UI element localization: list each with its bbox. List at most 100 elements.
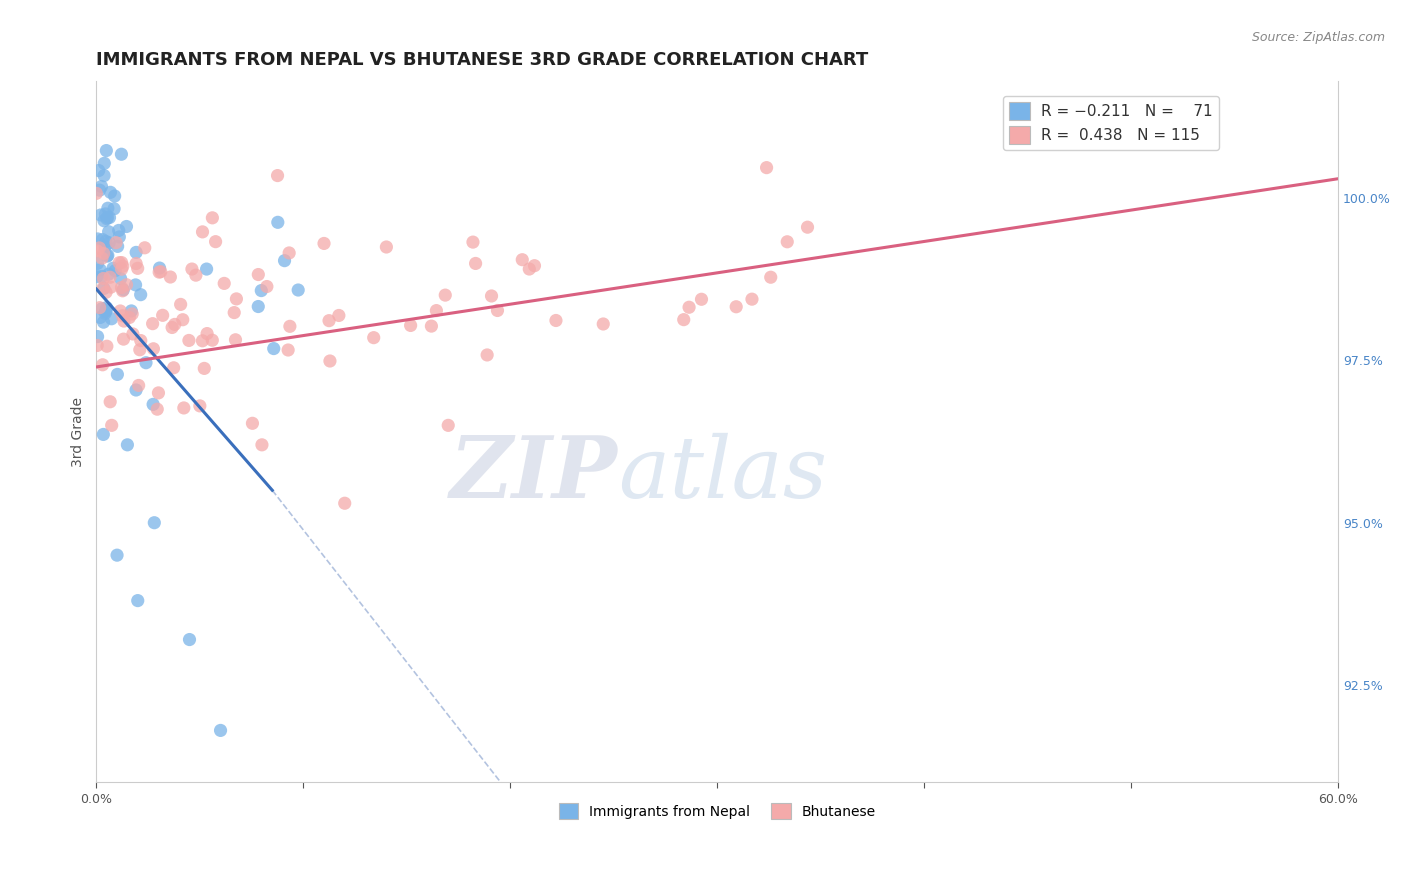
Point <box>420 319 443 334</box>
Point <box>188 399 211 413</box>
Point <box>672 312 695 326</box>
Point <box>544 313 567 327</box>
Point <box>172 312 194 326</box>
Point <box>437 418 460 433</box>
Point <box>100 311 122 326</box>
Text: IMMIGRANTS FROM NEPAL VS BHUTANESE 3RD GRADE CORRELATION CHART: IMMIGRANTS FROM NEPAL VS BHUTANESE 3RD G… <box>97 51 869 69</box>
Point <box>287 283 309 297</box>
Point <box>115 219 138 234</box>
Point <box>86 338 108 352</box>
Point <box>464 256 486 270</box>
Point <box>110 147 132 161</box>
Point <box>523 259 546 273</box>
Point <box>184 268 207 282</box>
Point <box>127 593 149 607</box>
Point <box>201 333 224 347</box>
Point <box>250 438 273 452</box>
Point <box>118 310 141 325</box>
Point <box>179 632 201 647</box>
Point <box>148 261 170 276</box>
Point <box>97 267 120 281</box>
Point <box>98 270 121 285</box>
Point <box>204 235 226 249</box>
Point <box>225 333 247 347</box>
Point <box>163 318 186 332</box>
Point <box>129 287 152 301</box>
Point <box>93 156 115 170</box>
Point <box>105 368 128 382</box>
Point <box>224 305 246 319</box>
Point <box>796 220 818 235</box>
Point <box>181 262 204 277</box>
Point <box>97 225 120 239</box>
Point <box>105 548 128 562</box>
Point <box>93 315 115 329</box>
Point <box>96 144 118 158</box>
Point <box>94 240 117 254</box>
Point <box>112 283 135 297</box>
Point <box>100 186 122 200</box>
Point <box>134 241 156 255</box>
Point <box>90 269 112 284</box>
Point <box>93 213 115 227</box>
Point <box>173 401 195 415</box>
Point <box>96 211 118 225</box>
Point <box>93 271 115 285</box>
Point <box>363 331 385 345</box>
Point <box>177 334 200 348</box>
Point <box>592 317 614 331</box>
Point <box>91 427 114 442</box>
Point <box>755 161 778 175</box>
Point <box>94 207 117 221</box>
Point <box>128 378 150 392</box>
Point <box>87 163 110 178</box>
Point <box>242 417 264 431</box>
Point <box>111 260 134 274</box>
Point <box>247 300 270 314</box>
Point <box>98 235 121 250</box>
Point <box>267 215 290 229</box>
Point <box>741 292 763 306</box>
Point <box>425 303 447 318</box>
Point <box>263 342 285 356</box>
Point <box>277 343 299 357</box>
Point <box>124 277 146 292</box>
Point <box>96 301 118 315</box>
Point <box>94 285 117 300</box>
Point <box>96 339 118 353</box>
Point <box>127 261 149 276</box>
Point <box>98 211 121 225</box>
Point <box>86 244 108 258</box>
Point <box>725 300 748 314</box>
Point <box>110 271 132 285</box>
Point <box>104 263 127 277</box>
Point <box>169 297 191 311</box>
Point <box>125 245 148 260</box>
Text: Source: ZipAtlas.com: Source: ZipAtlas.com <box>1251 31 1385 45</box>
Point <box>108 230 131 244</box>
Point <box>128 343 150 357</box>
Point <box>107 239 129 253</box>
Point <box>100 280 122 294</box>
Point <box>112 332 135 346</box>
Point <box>94 304 117 318</box>
Point <box>93 281 115 295</box>
Point <box>148 265 170 279</box>
Point <box>163 360 186 375</box>
Point <box>201 211 224 225</box>
Point <box>146 402 169 417</box>
Point <box>333 496 356 510</box>
Point <box>90 179 112 194</box>
Point <box>100 418 122 433</box>
Point <box>266 169 288 183</box>
Point <box>91 251 114 265</box>
Point <box>97 248 120 262</box>
Point <box>89 241 111 255</box>
Point <box>135 356 157 370</box>
Point <box>97 201 120 215</box>
Point <box>103 202 125 216</box>
Point <box>111 262 134 277</box>
Point <box>86 269 108 284</box>
Point <box>776 235 799 249</box>
Point <box>247 268 270 282</box>
